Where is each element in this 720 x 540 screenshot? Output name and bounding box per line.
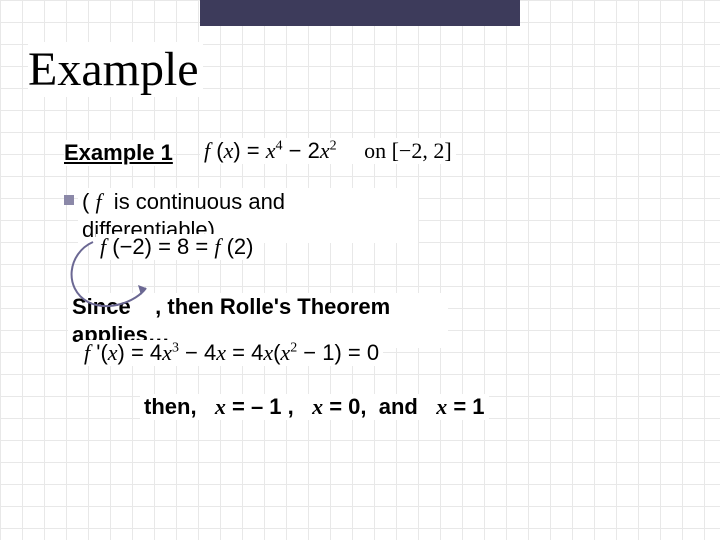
curved-arrow-icon: [58, 238, 168, 316]
top-color-band: [200, 0, 520, 26]
example-label: Example 1: [64, 140, 173, 166]
equation-function-definition: f (x) = x4 − 2x2 on [−2, 2]: [200, 138, 456, 164]
bullet-icon: [64, 195, 74, 205]
equation-derivative: f '(x) = 4x3 − 4x = 4x(x2 − 1) = 0: [80, 340, 383, 366]
slide-title: Example: [28, 42, 203, 97]
solutions-text: then, x = – 1 , x = 0, and x = 1: [140, 394, 489, 420]
